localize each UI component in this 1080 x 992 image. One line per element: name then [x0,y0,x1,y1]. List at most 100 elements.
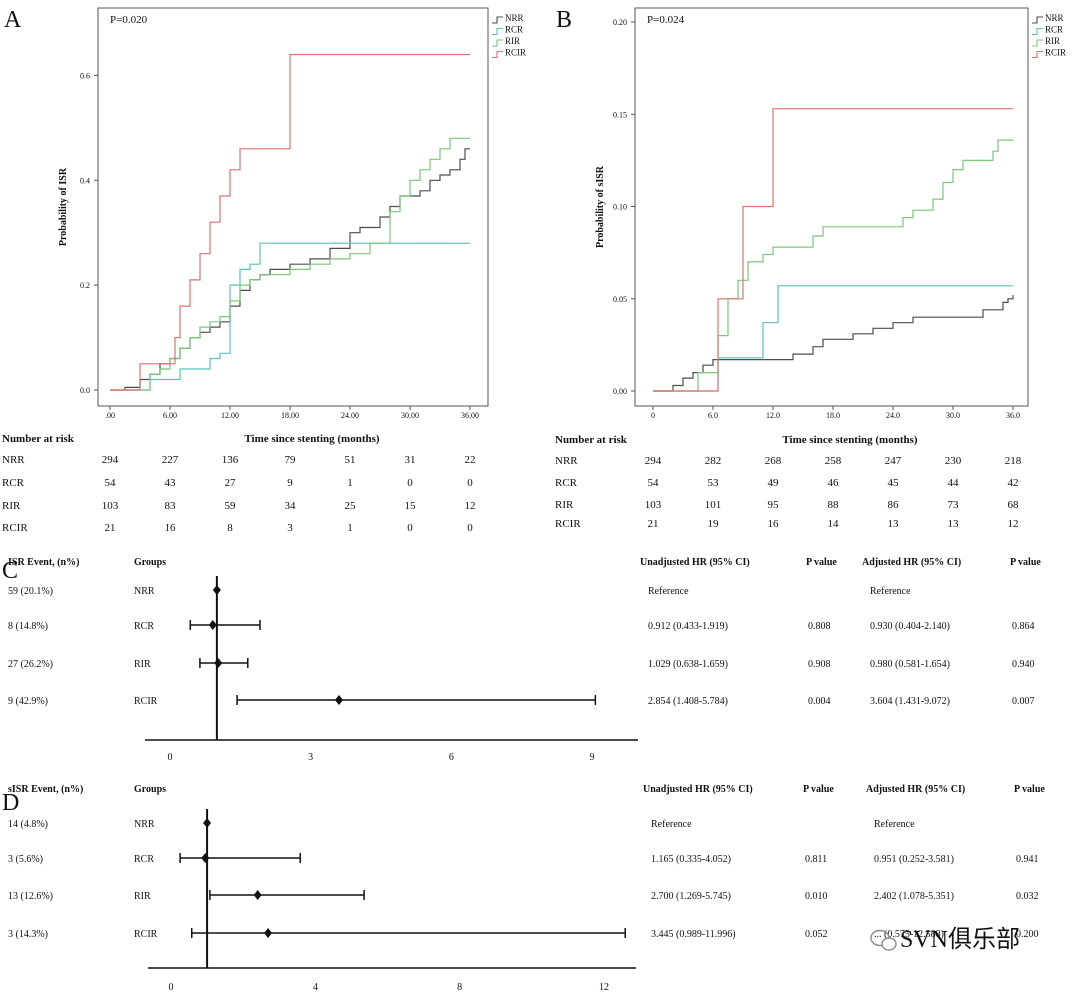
risk-table-group-b: RCIR [555,518,581,530]
legend-label-b: RIR [1045,36,1060,46]
p-value-a: P=0.020 [110,14,148,26]
forest-group-c: RCIR [134,696,158,707]
x-tick-label-a: 18.00 [281,411,299,420]
risk-table-cell-b: 13 [888,518,900,530]
risk-table-cell-a: 3 [287,522,293,534]
series-line-b-nrr [653,295,1014,392]
header-adjusted-c: Adjusted HR (95% CI) [862,557,961,568]
header-groups-c: Groups [134,557,166,568]
legend-swatch-a [492,27,503,36]
forest-adjusted-d: ... (0.575-12.588) [874,929,944,940]
legend-swatch-b [1032,16,1043,24]
forest-p1-c: 0.004 [808,696,831,707]
forest-adjusted-c: 0.980 (0.581-1.654) [870,659,950,670]
y-axis-label-b: Probability of sISR [595,165,606,248]
y-tick-label-a: 0.6 [80,71,90,80]
risk-table-cell-a: 51 [345,454,356,466]
risk-table-cell-a: 9 [287,477,293,489]
forest-group-d: NRR [134,819,155,830]
wechat-bubble-small [881,937,897,951]
risk-table-cell-a: 0 [467,477,473,489]
risk-table-cell-b: 19 [708,518,720,530]
risk-table-cell-a: 34 [285,500,297,512]
forest-event-d: 14 (4.8%) [8,819,48,830]
legend-label-b: RCIR [1045,48,1066,58]
legend-swatch-a [492,50,503,59]
risk-table-group-a: RCR [2,477,25,489]
risk-table-cell-a: 227 [162,454,179,466]
hr-point-c [214,658,223,668]
plot-frame-b [634,7,1029,407]
risk-table-cell-a: 22 [465,454,476,466]
risk-table-cell-b: 44 [948,477,960,489]
header-p2-c: P value [1010,557,1041,568]
risk-table-title-a: Number at risk [2,433,75,445]
legend-label-a: RIR [505,36,520,46]
risk-table-cell-a: 27 [225,477,237,489]
forest-unadjusted-d: 3.445 (0.989-11.996) [651,929,736,940]
watermark-text: SVN俱乐部 [900,926,1020,953]
forest-group-c: RCR [134,621,154,632]
legend-swatch-b [1032,50,1043,59]
legend-swatch-b [1032,27,1043,36]
risk-table-cell-a: 1 [347,522,353,534]
forest-unadjusted-c: Reference [648,586,689,597]
hr-point-c [208,620,217,630]
header-event-d: sISR Event, (n%) [8,784,83,795]
risk-table-cell-b: 68 [1008,499,1020,511]
x-tick-label-b: 36.0 [1006,411,1020,420]
forest-unadjusted-d: 2.700 (1.269-5.745) [651,891,731,902]
series-line-b-rcir [653,108,1013,392]
panel-label-b: B [556,7,572,33]
x-tick-label-a: 36.00 [461,411,479,420]
risk-table-group-a: NRR [2,454,25,466]
forest-tick-label-c: 9 [590,752,595,763]
header-event-c: ISR Event, (n%) [8,557,79,568]
x-axis-label-a: Time since stenting (months) [244,433,379,445]
risk-table-cell-b: 45 [888,477,900,489]
forest-tick-label-c: 6 [449,752,454,763]
forest-group-c: RIR [134,659,151,670]
panel-label-a: A [4,7,22,33]
x-axis-label-b: Time since stenting (months) [782,434,917,446]
x-tick-label-b: 24.0 [886,411,900,420]
risk-table-group-b: NRR [555,455,578,467]
legend-swatch-a [492,16,503,24]
forest-event-d: 13 (12.6%) [8,891,53,902]
risk-table-cell-b: 86 [888,499,900,511]
risk-table-cell-b: 14 [828,518,840,530]
risk-table-cell-a: 0 [407,477,413,489]
forest-group-d: RCIR [134,929,158,940]
risk-table-cell-a: 1 [347,477,353,489]
risk-table-cell-b: 294 [645,455,662,467]
risk-table-cell-a: 54 [105,477,117,489]
legend-label-a: NRR [505,13,524,23]
risk-table-cell-a: 25 [345,500,357,512]
risk-table-cell-a: 43 [165,477,177,489]
header-unadjusted-c: Unadjusted HR (95% CI) [640,557,750,568]
hr-point-d [203,818,212,828]
risk-table-cell-b: 268 [765,455,782,467]
risk-table-cell-a: 21 [105,522,116,534]
risk-table-cell-a: 8 [227,522,233,534]
risk-table-group-b: RIR [555,499,574,511]
y-axis-label-a: Probability of ISR [58,167,69,246]
risk-table-cell-a: 79 [285,454,297,466]
header-unadjusted-d: Unadjusted HR (95% CI) [643,784,753,795]
hr-point-d [253,890,262,900]
forest-group-d: RCR [134,854,154,865]
forest-event-c: 27 (26.2%) [8,659,53,670]
risk-table-cell-b: 16 [768,518,780,530]
forest-p2-d: 0.941 [1016,854,1039,865]
legend-swatch-b [1032,39,1043,47]
forest-tick-label-c: 0 [168,752,173,763]
forest-p2-c: 0.940 [1012,659,1035,670]
forest-p2-c: 0.007 [1012,696,1035,707]
forest-unadjusted-c: 1.029 (0.638-1.659) [648,659,728,670]
y-tick-label-a: 0.0 [80,386,90,395]
risk-table-cell-b: 53 [708,477,720,489]
panel-label-d: D [2,790,19,816]
risk-table-cell-b: 95 [768,499,780,511]
wechat-icon [870,929,897,951]
